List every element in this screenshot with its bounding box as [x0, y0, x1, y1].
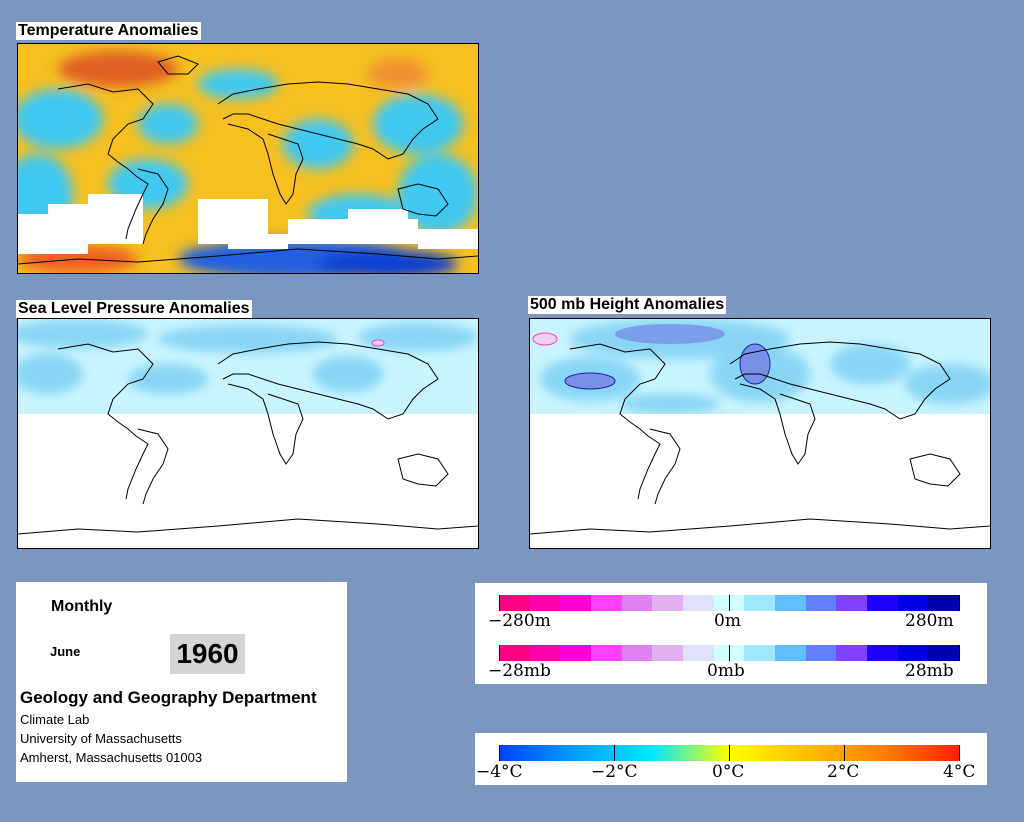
pressure-scale-swatch	[805, 645, 837, 661]
pressure-scale-swatch	[867, 645, 898, 661]
height-scale-swatch	[621, 595, 653, 611]
temp-label-pos2: 2°C	[827, 762, 860, 782]
temperature-scale-tick	[844, 745, 845, 761]
pressure-scale-swatch	[621, 645, 653, 661]
university-name: University of Massachusetts	[20, 731, 182, 746]
pressure-scale-swatch	[836, 645, 868, 661]
temperature-map-graphic	[18, 44, 478, 273]
temperature-scale-tick	[614, 745, 615, 761]
pressure-map-title: Sea Level Pressure Anomalies	[16, 300, 252, 318]
anomaly-legend-panel: −280m 0m 280m −28mb 0mb 28mb	[475, 583, 987, 684]
pressure-scale-tick	[499, 645, 500, 661]
pressure-scale-tick	[729, 645, 730, 661]
height-scale-tick	[729, 595, 730, 611]
temp-label-neg2: −2°C	[591, 762, 638, 782]
height-scale-swatch	[591, 595, 622, 611]
pressure-scale-swatch	[928, 645, 960, 661]
temp-label-zero: 0°C	[712, 762, 745, 782]
height-scale-swatch	[499, 595, 530, 611]
temperature-scale-tick	[959, 745, 960, 761]
pressure-scale-swatch	[529, 645, 561, 661]
temperature-map-title: Temperature Anomalies	[16, 22, 201, 40]
height-scale-swatch	[775, 595, 806, 611]
department-name: Geology and Geography Department	[20, 688, 317, 707]
height-scale-swatch	[652, 595, 684, 611]
pressure-scale-swatch	[499, 645, 530, 661]
height-scale-swatch	[928, 595, 960, 611]
temperature-legend-panel: −4°C −2°C 0°C 2°C 4°C	[475, 733, 987, 785]
height-color-scale	[499, 595, 960, 611]
pressure-scale-swatch	[775, 645, 806, 661]
temp-label-neg4: −4°C	[476, 762, 523, 782]
temp-label-pos4: 4°C	[943, 762, 976, 782]
month-label: June	[50, 644, 81, 659]
height-anomaly-map[interactable]	[529, 318, 991, 549]
pressure-min-label: −28mb	[488, 661, 551, 681]
height-scale-swatch	[805, 595, 837, 611]
pressure-scale-tick	[959, 645, 960, 661]
year-display: 1960	[170, 634, 245, 674]
pressure-scale-swatch	[560, 645, 592, 661]
height-scale-swatch	[836, 595, 868, 611]
pressure-scale-swatch	[591, 645, 622, 661]
info-panel: Monthly June 1960 Geology and Geography …	[16, 582, 347, 782]
pressure-scale-swatch	[744, 645, 776, 661]
height-scale-tick	[499, 595, 500, 611]
lab-name: Climate Lab	[20, 712, 90, 727]
pressure-scale-swatch	[652, 645, 684, 661]
height-scale-tick	[959, 595, 960, 611]
height-scale-swatch	[529, 595, 561, 611]
height-max-label: 280m	[905, 611, 954, 631]
pressure-zero-label: 0mb	[707, 661, 745, 681]
height-scale-swatch	[560, 595, 592, 611]
period-label: Monthly	[51, 598, 113, 615]
height-scale-swatch	[683, 595, 714, 611]
height-zero-label: 0m	[714, 611, 741, 631]
pressure-anomaly-map[interactable]	[17, 318, 479, 549]
temperature-anomaly-map[interactable]	[17, 43, 479, 274]
height-scale-swatch	[897, 595, 929, 611]
temperature-scale-tick	[499, 745, 500, 761]
height-map-title: 500 mb Height Anomalies	[528, 296, 727, 314]
height-scale-swatch	[744, 595, 776, 611]
temperature-scale-tick	[729, 745, 730, 761]
height-scale-swatch	[867, 595, 898, 611]
pressure-map-graphic	[18, 319, 478, 548]
temperature-color-scale	[499, 745, 960, 761]
pressure-scale-swatch	[897, 645, 929, 661]
height-map-graphic	[530, 319, 990, 548]
pressure-max-label: 28mb	[905, 661, 954, 681]
height-min-label: −280m	[488, 611, 551, 631]
pressure-color-scale	[499, 645, 960, 661]
pressure-scale-swatch	[683, 645, 714, 661]
address-line: Amherst, Massachusetts 01003	[20, 750, 203, 765]
